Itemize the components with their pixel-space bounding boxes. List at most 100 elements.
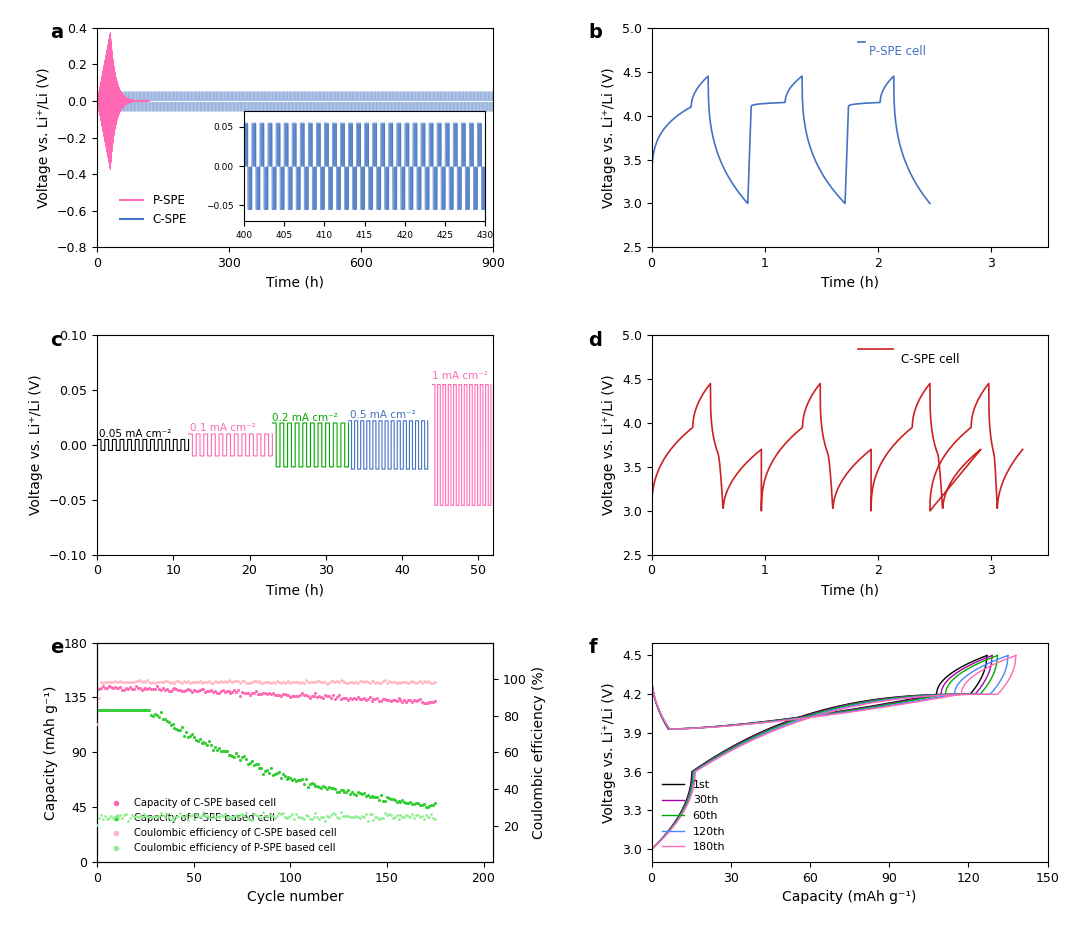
Point [330, 687, 348, 702]
Point [216, 674, 233, 689]
Point [113, 682, 131, 697]
Point [218, 743, 235, 758]
Point [378, 676, 395, 691]
Point [316, 780, 334, 794]
30th [662, 724, 675, 735]
Point [179, 730, 197, 744]
Point [303, 811, 321, 826]
1st [805, 710, 818, 721]
Point [203, 737, 220, 752]
Point [363, 789, 380, 804]
60th [812, 710, 825, 721]
Point [243, 754, 260, 768]
Point [167, 721, 185, 736]
Point [121, 679, 138, 694]
Point [221, 747, 239, 762]
Point [130, 703, 147, 717]
Point [299, 689, 316, 704]
Point [147, 676, 164, 691]
Point [274, 766, 292, 781]
Point [280, 674, 297, 689]
Point [378, 790, 395, 805]
Point [243, 812, 260, 827]
Point [301, 811, 319, 826]
Point [133, 682, 150, 697]
Point [111, 674, 129, 689]
Point [154, 680, 172, 695]
Point [417, 695, 434, 710]
120th [858, 704, 870, 715]
Point [282, 770, 299, 785]
Point [301, 675, 319, 690]
Point [395, 809, 413, 824]
Point [395, 794, 413, 809]
Point [203, 682, 220, 697]
Point [301, 777, 319, 792]
Point [328, 674, 346, 689]
60th [983, 653, 996, 664]
Point [228, 807, 245, 822]
Point [113, 675, 131, 690]
Point [411, 674, 429, 689]
Text: P-SPE cell: P-SPE cell [869, 45, 927, 58]
Point [365, 692, 382, 706]
Point [231, 807, 248, 822]
Point [177, 807, 194, 822]
Text: d: d [589, 331, 603, 349]
Point [212, 808, 229, 823]
Point [370, 693, 388, 708]
Point [373, 787, 390, 802]
Point [292, 688, 309, 703]
Point [312, 689, 329, 704]
Point [367, 790, 384, 805]
Point [127, 808, 145, 823]
Point [197, 808, 214, 823]
Point [189, 733, 206, 748]
Point [211, 740, 228, 755]
Point [158, 713, 175, 728]
Point [272, 806, 289, 821]
Point [419, 674, 436, 689]
Point [230, 683, 247, 698]
Point [287, 806, 305, 821]
Point [349, 689, 366, 704]
Point [359, 675, 376, 690]
Point [388, 693, 405, 708]
Point [285, 772, 302, 787]
Point [258, 808, 275, 823]
Point [404, 694, 421, 709]
Point [326, 675, 343, 690]
30th [831, 706, 843, 717]
Point [390, 675, 407, 690]
Point [221, 673, 239, 688]
Point [140, 809, 158, 824]
Point [346, 787, 363, 802]
Point [170, 809, 187, 824]
Point [322, 781, 339, 796]
Point [338, 809, 355, 824]
Point [228, 674, 245, 689]
Point [145, 810, 162, 825]
Point [187, 683, 204, 698]
Point [319, 809, 336, 824]
Point [199, 684, 216, 699]
Point [121, 810, 138, 825]
Point [262, 761, 280, 776]
Point [289, 809, 307, 824]
Point [179, 674, 197, 689]
Point [125, 674, 143, 689]
Point [257, 808, 274, 823]
Point [157, 673, 174, 688]
Point [93, 807, 110, 822]
Point [324, 781, 341, 795]
Point [260, 686, 278, 701]
Point [118, 680, 135, 695]
Point [174, 676, 191, 691]
1st [807, 710, 820, 721]
Point [370, 793, 388, 807]
Point [373, 676, 390, 691]
Point [211, 685, 228, 700]
Point [363, 693, 380, 708]
Point [204, 807, 221, 822]
Point [148, 809, 165, 824]
